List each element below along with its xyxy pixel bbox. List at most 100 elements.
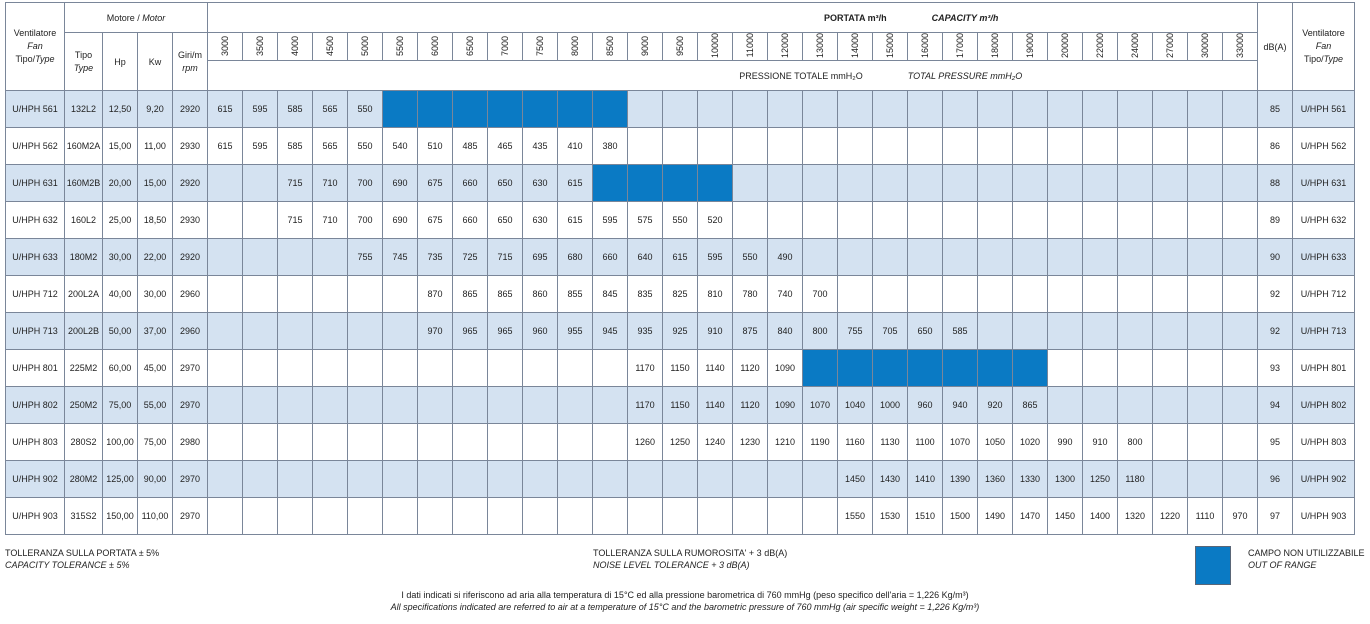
db-cell: 96	[1257, 460, 1293, 499]
empty-cell	[802, 127, 838, 166]
empty-cell	[242, 238, 278, 277]
pressure-cell: 840	[767, 312, 803, 351]
flow-value: 4000	[290, 35, 300, 56]
empty-cell	[907, 201, 943, 240]
hp-cell: 40,00	[102, 275, 138, 314]
type-label-right: Type	[1323, 54, 1344, 65]
fan-type-cell: U/HPH 713	[5, 312, 65, 351]
pressure-cell: 825	[662, 275, 698, 314]
hp-cell: 50,00	[102, 312, 138, 351]
hp-cell: 12,50	[102, 90, 138, 129]
pressure-cell: 660	[452, 201, 488, 240]
empty-cell	[1222, 423, 1258, 462]
empty-cell	[207, 349, 243, 388]
kw-cell: 15,00	[137, 164, 173, 203]
fan-type-cell-right: U/HPH 633	[1292, 238, 1355, 277]
empty-cell	[592, 460, 628, 499]
pressure-cell: 1020	[1012, 423, 1048, 462]
pressure-cell: 1170	[627, 386, 663, 425]
fan-type-cell-right: U/HPH 562	[1292, 127, 1355, 166]
empty-cell	[907, 275, 943, 314]
empty-cell	[592, 386, 628, 425]
pressure-cell: 660	[592, 238, 628, 277]
empty-cell	[312, 386, 348, 425]
empty-cell	[1047, 127, 1083, 166]
table-row: U/HPH 712 200L2A 40,00 30,00 2960 870 865 865 86…	[5, 275, 1355, 314]
pressure-cell: 865	[1012, 386, 1048, 425]
flow-header-33000: 33000	[1222, 31, 1258, 62]
pressure-cell: 565	[312, 90, 348, 129]
empty-cell	[697, 127, 733, 166]
pressure-cell: 615	[662, 238, 698, 277]
empty-cell	[767, 201, 803, 240]
hp-cell: 30,00	[102, 238, 138, 277]
empty-cell	[1047, 386, 1083, 425]
motor-type-header: Tipo Type	[64, 31, 103, 92]
portata-label: PORTATA m³/h	[823, 12, 887, 23]
pressure-cell: 660	[452, 164, 488, 203]
pressure-cell: 715	[277, 201, 313, 240]
pressure-cell: 1040	[837, 386, 873, 425]
empty-cell	[942, 238, 978, 277]
empty-cell	[417, 386, 453, 425]
flow-header-19000: 19000	[1012, 31, 1048, 62]
out-of-range-legend: CAMPO NON UTILIZZABILE OUT OF RANGE	[1248, 547, 1365, 571]
pressure-cell: 1150	[662, 349, 698, 388]
pressure-cell: 565	[312, 127, 348, 166]
pressure-cell: 410	[557, 127, 593, 166]
hp-label: Hp	[114, 56, 126, 67]
kw-cell: 90,00	[137, 460, 173, 499]
pressure-cell: 875	[732, 312, 768, 351]
fan-type-cell: U/HPH 902	[5, 460, 65, 499]
pressure-cell: 1500	[942, 497, 978, 536]
pressure-cell: 1090	[767, 349, 803, 388]
empty-cell	[347, 275, 383, 314]
empty-cell	[767, 90, 803, 129]
pressure-cell: 710	[312, 164, 348, 203]
flow-header-9500: 9500	[662, 31, 698, 62]
pressure-cell: 435	[522, 127, 558, 166]
flow-header-11000: 11000	[732, 31, 768, 62]
out-of-range-cell	[417, 90, 453, 129]
empty-cell	[767, 164, 803, 203]
flow-header-27000: 27000	[1152, 31, 1188, 62]
empty-cell	[872, 164, 908, 203]
empty-cell	[837, 164, 873, 203]
table-row: U/HPH 632 160L2 25,00 18,50 2930 715 710 700 690…	[5, 201, 1355, 240]
pressure-cell: 970	[417, 312, 453, 351]
pressure-cell: 800	[802, 312, 838, 351]
empty-cell	[277, 497, 313, 536]
flow-value: 7000	[500, 35, 510, 56]
empty-cell	[557, 349, 593, 388]
empty-cell	[452, 386, 488, 425]
out-of-range-cell	[907, 349, 943, 388]
empty-cell	[1117, 312, 1153, 351]
rpm-cell: 2930	[172, 201, 208, 240]
empty-cell	[1152, 312, 1188, 351]
pressure-cell: 550	[662, 201, 698, 240]
empty-cell	[1117, 127, 1153, 166]
flow-header-6500: 6500	[452, 31, 488, 62]
pressure-cell: 755	[347, 238, 383, 277]
empty-cell	[662, 460, 698, 499]
empty-cell	[557, 497, 593, 536]
empty-cell	[1117, 90, 1153, 129]
pressure-cell: 550	[347, 127, 383, 166]
empty-cell	[1187, 460, 1223, 499]
hp-cell: 15,00	[102, 127, 138, 166]
flow-header-8500: 8500	[592, 31, 628, 62]
empty-cell	[732, 164, 768, 203]
pressure-cell: 970	[1222, 497, 1258, 536]
empty-cell	[417, 349, 453, 388]
empty-cell	[347, 497, 383, 536]
pressure-cell: 675	[417, 164, 453, 203]
empty-cell	[837, 201, 873, 240]
empty-cell	[1187, 312, 1223, 351]
motor-tipo-label: Tipo	[74, 49, 93, 60]
empty-cell	[1187, 127, 1223, 166]
pressure-cell: 1140	[697, 349, 733, 388]
table-row: U/HPH 801 225M2 60,00 45,00 2970 1170 1150 1140…	[5, 349, 1355, 388]
rpm-label: rpm	[182, 62, 198, 73]
out-of-range-cell	[697, 164, 733, 203]
empty-cell	[277, 386, 313, 425]
